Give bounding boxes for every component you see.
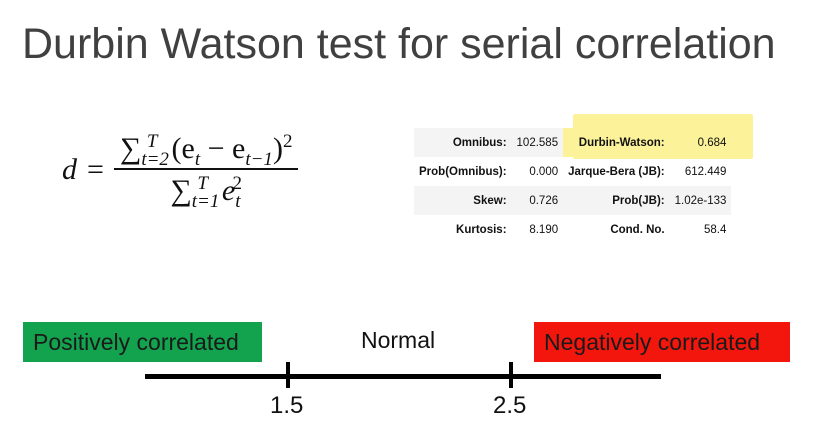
stat-value: 612.449: [684, 165, 727, 178]
formula-fraction: ∑t=2T (et − et−1)2 ∑t=1T et2: [113, 131, 299, 212]
table-row: Prob(Omnibus): 0.000 Jarque-Bera (JB): 6…: [414, 157, 731, 186]
durbin-watson-formula: d = ∑t=2T (et − et−1)2 ∑t=1T et2: [62, 131, 299, 212]
stat-key: Jarque-Bera (JB):: [568, 165, 665, 178]
den-sub: t: [235, 191, 241, 212]
stat-value: 102.585: [511, 128, 564, 157]
stat-value: 1.02e-133: [669, 186, 732, 215]
slide-title: Durbin Watson test for serial correlatio…: [22, 20, 776, 68]
stat-key: Omnibus:: [414, 128, 512, 157]
num-sum-lower: t=2: [141, 149, 169, 170]
den-sum-upper: T: [197, 173, 208, 194]
den-e: e: [221, 174, 236, 207]
tick-mark-high: [509, 362, 513, 388]
negatively-correlated-label: Negatively correlated: [534, 322, 790, 362]
stat-value: 8.190: [529, 223, 559, 236]
table-row: Omnibus: 102.585 Durbin-Watson: 0.684: [414, 128, 732, 157]
tick-mark-low: [286, 362, 290, 388]
tick-label-high: 2.5: [493, 392, 527, 419]
stat-key: Prob(JB):: [563, 186, 670, 215]
formula-denominator: ∑t=1T et2: [170, 173, 243, 212]
stat-value: 0.726: [511, 186, 564, 215]
regression-stats-table: Omnibus: 102.585 Durbin-Watson: 0.684 Pr…: [414, 128, 732, 244]
table-row: Skew: 0.726 Prob(JB): 1.02e-133: [414, 186, 732, 215]
num-power: 2: [282, 131, 293, 152]
num-sum-upper: T: [146, 131, 158, 152]
formula-equals: =: [87, 153, 104, 186]
stat-key: Cond. No.: [610, 223, 665, 236]
fraction-bar: [113, 168, 299, 170]
stat-key: Kurtosis:: [456, 223, 507, 236]
formula-lhs: d: [62, 153, 77, 186]
num-expr-b-sub: t−1: [245, 149, 273, 170]
stat-key: Prob(Omnibus):: [419, 165, 507, 178]
formula-numerator: ∑t=2T (et − et−1)2: [119, 131, 293, 170]
den-sum-lower: t=1: [191, 191, 220, 212]
tick-label-low: 1.5: [270, 392, 304, 419]
num-expr-a: (e: [171, 132, 195, 165]
stat-key-durbin-watson: Durbin-Watson:: [563, 128, 670, 157]
den-power: 2: [232, 173, 243, 194]
table-row: Kurtosis: 8.190 Cond. No. 58.4: [414, 215, 731, 244]
stat-key: Skew:: [414, 186, 512, 215]
stat-value: 58.4: [704, 223, 727, 236]
stat-value-durbin-watson: 0.684: [669, 128, 732, 157]
num-minus: − e: [200, 132, 246, 165]
num-expr-a-sub: t: [194, 149, 201, 170]
normal-label: Normal: [361, 327, 436, 353]
scale-axis-line: [145, 374, 661, 379]
stat-value: 0.000: [529, 165, 559, 178]
positively-correlated-label: Positively correlated: [23, 322, 262, 362]
num-close: ): [272, 132, 283, 165]
